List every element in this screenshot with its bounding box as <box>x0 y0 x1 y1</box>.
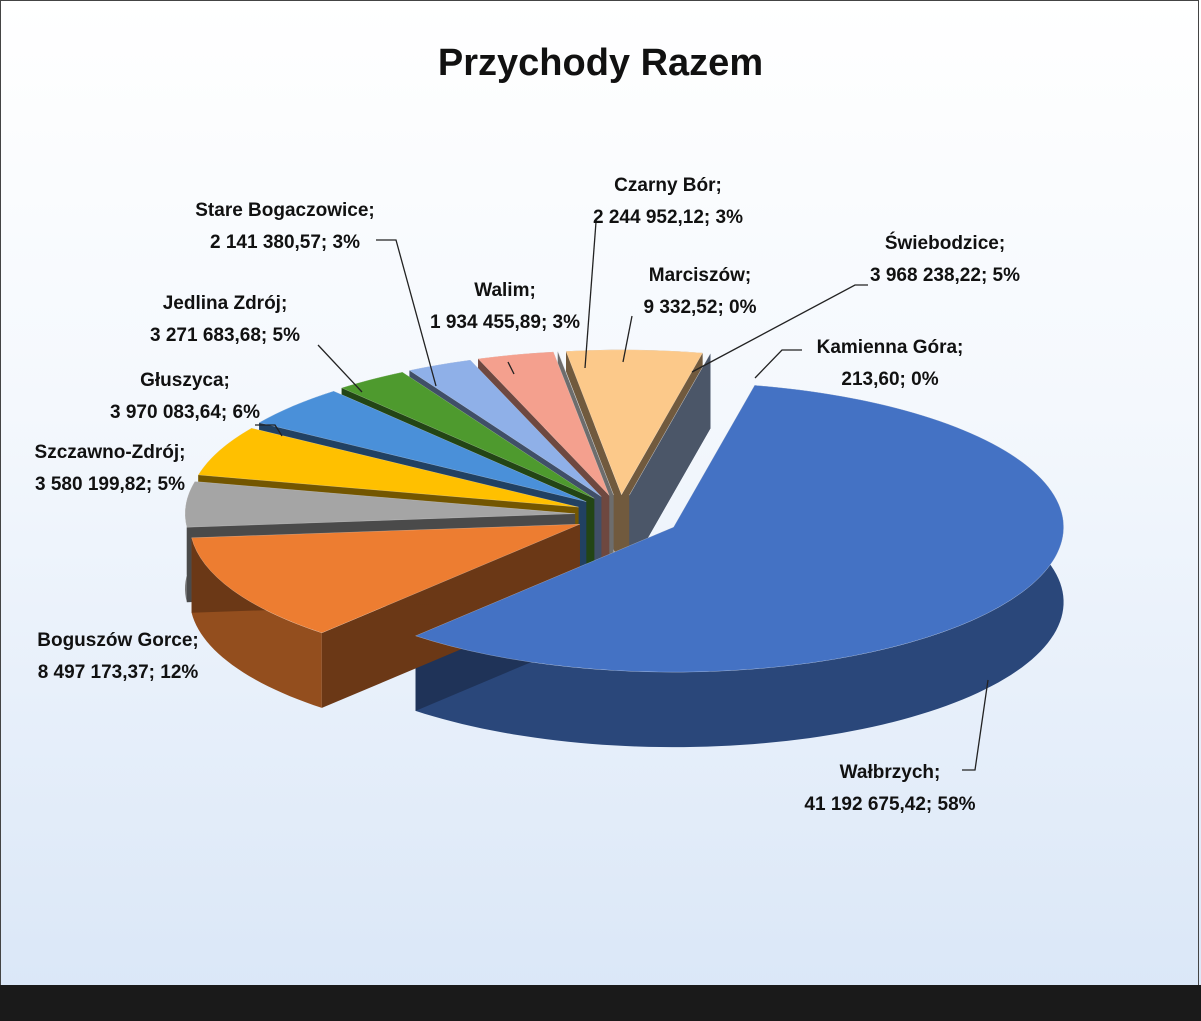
value-label: 2 141 380,57; 3% <box>209 232 361 253</box>
value-label: 41 192 675,42; 58% <box>804 794 976 815</box>
slice <box>408 359 602 497</box>
value-label: 3 970 083,64; 6% <box>109 402 261 423</box>
footer-band <box>0 985 1201 1021</box>
slice <box>258 390 587 502</box>
value-label: 213,60; 0% <box>841 369 939 390</box>
slice-side <box>191 537 322 708</box>
value-label: 1 934 455,89; 3% <box>430 312 581 333</box>
slice <box>629 353 711 496</box>
category-label: Walim; <box>474 280 536 301</box>
slice <box>414 385 1064 673</box>
value-label: 2 244 952,12; 3% <box>592 207 744 228</box>
leader-line <box>962 679 989 771</box>
category-label: Stare Bogaczowice; <box>195 200 375 221</box>
category-label: Głuszyca; <box>140 370 230 391</box>
category-label: Jedlina Zdrój; <box>162 293 288 314</box>
leader-line <box>376 239 437 387</box>
value-label: 3 580 199,82; 5% <box>34 474 186 495</box>
value-label: 9 332,52; 0% <box>643 297 757 318</box>
category-label: Czarny Bór; <box>614 175 722 196</box>
leader-line <box>507 361 515 375</box>
category-label: Boguszów Gorce; <box>37 630 199 651</box>
value-label: 8 497 173,37; 12% <box>37 662 199 683</box>
category-label: Kamienna Góra; <box>816 337 964 358</box>
slice <box>340 371 595 499</box>
leader-line <box>255 424 283 437</box>
slice <box>191 523 580 634</box>
slice <box>557 351 614 496</box>
category-label: Świebodzice; <box>884 233 1006 254</box>
slice <box>565 349 703 496</box>
slice <box>197 427 579 508</box>
category-label: Marciszów; <box>648 265 752 286</box>
slice <box>477 351 610 496</box>
category-label: Szczawno-Zdrój; <box>34 442 186 463</box>
leader-line <box>622 315 633 363</box>
value-label: 3 271 683,68; 5% <box>149 325 301 346</box>
slice-side <box>629 353 711 571</box>
leader-line <box>317 344 363 393</box>
category-label: Wałbrzych; <box>839 762 941 783</box>
slice <box>184 481 576 528</box>
chart-title: Przychody Razem <box>437 42 764 84</box>
leader-line <box>691 284 868 373</box>
leader-line <box>584 221 597 369</box>
leader-line <box>754 349 802 379</box>
value-label: 3 968 238,22; 5% <box>870 265 1021 286</box>
